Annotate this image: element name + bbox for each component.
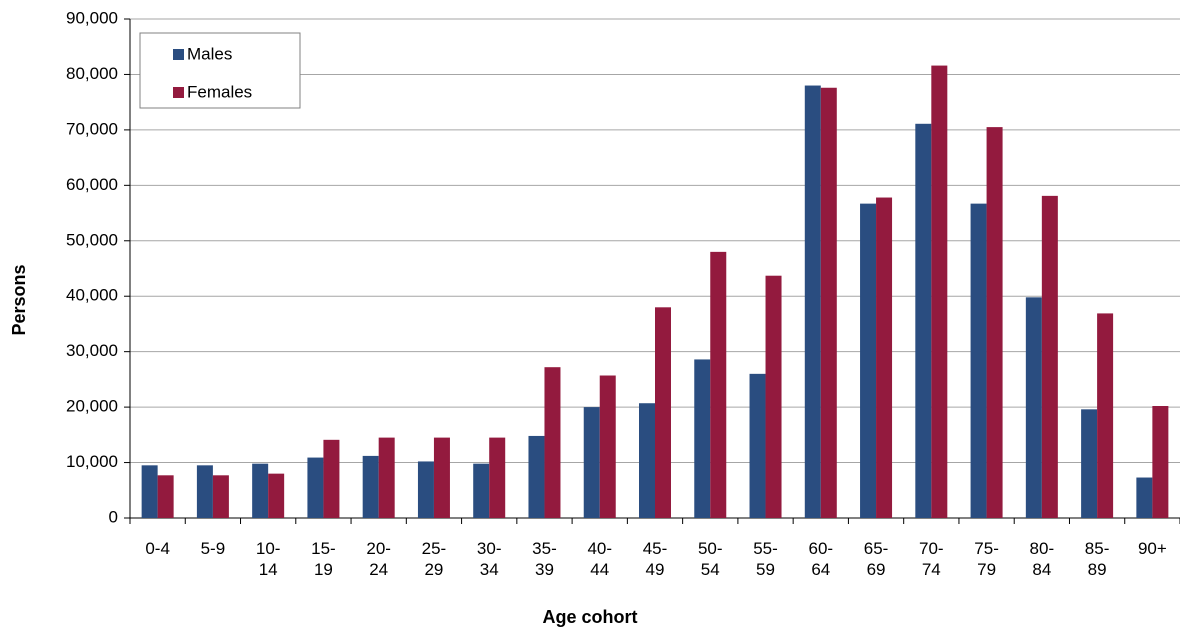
bar (268, 473, 285, 518)
bar (252, 463, 269, 518)
x-tick-label: 15- 19 (311, 539, 336, 579)
bar (804, 85, 821, 519)
x-tick-label: 85- 89 (1084, 539, 1110, 579)
x-tick-label: 60- 64 (808, 539, 834, 579)
bar (1041, 195, 1058, 518)
y-tick-label: 30,000 (66, 341, 118, 360)
x-tick-label: 90+ (1137, 539, 1167, 558)
x-tick-label: 20- 24 (366, 539, 391, 579)
bar (749, 373, 766, 518)
x-tick-label: 5-9 (200, 539, 226, 558)
bar (599, 375, 616, 518)
y-tick-label: 80,000 (66, 64, 118, 83)
y-tick-label: 60,000 (66, 175, 118, 194)
bar (655, 307, 671, 518)
bar (489, 437, 506, 518)
x-tick-label: 40- 44 (587, 539, 613, 579)
bar (378, 437, 395, 518)
bar (765, 275, 782, 518)
x-tick-label: 45- 49 (642, 539, 668, 579)
bar (915, 123, 932, 518)
bar (710, 251, 727, 518)
bar (639, 403, 655, 518)
bar (323, 439, 340, 518)
x-tick-label: 65- 69 (863, 539, 889, 579)
bar (694, 359, 711, 518)
bar (196, 465, 213, 518)
bar (473, 463, 490, 518)
y-tick-label: 20,000 (66, 397, 118, 416)
bar (931, 65, 948, 518)
bar (1025, 297, 1042, 518)
x-tick-label: 75- 79 (974, 539, 999, 579)
x-tick-label: 25- 29 (421, 539, 447, 579)
bar (544, 367, 561, 518)
x-tick-label: 70- 74 (919, 539, 944, 579)
x-tick-label: 10- 14 (255, 539, 281, 579)
bar (212, 475, 229, 518)
bar (1152, 406, 1169, 518)
bar (307, 457, 324, 518)
x-tick-label: 0-4 (145, 539, 170, 558)
y-tick-label: 70,000 (66, 119, 118, 138)
bar (528, 435, 545, 518)
bar (986, 127, 1003, 518)
bar (433, 437, 450, 518)
y-tick-label: 40,000 (66, 286, 118, 305)
bar (157, 475, 174, 518)
bar (583, 407, 600, 518)
x-tick-label: 35- 39 (532, 539, 557, 579)
x-tick-label: 50- 54 (697, 539, 723, 579)
legend-swatch (173, 49, 184, 60)
bar (141, 465, 158, 518)
x-axis-title: Age cohort (542, 607, 637, 627)
y-tick-label: 50,000 (66, 230, 118, 249)
y-tick-label: 10,000 (66, 452, 118, 471)
bar (820, 87, 837, 519)
y-tick-label: 90,000 (66, 8, 118, 27)
x-tick-label: 30- 34 (476, 539, 502, 579)
legend-box (139, 32, 301, 109)
legend-label: Females (187, 82, 252, 101)
bar (362, 455, 379, 518)
y-tick-label: 0 (109, 507, 118, 526)
bar (417, 461, 434, 518)
bar (1097, 313, 1114, 518)
bar (876, 197, 893, 518)
x-tick-label: 55- 59 (753, 539, 778, 579)
y-axis-title: Persons (9, 264, 29, 335)
x-tick-label: 80- 84 (1029, 539, 1055, 579)
bar (1081, 409, 1098, 518)
bar (970, 203, 987, 518)
legend-label: Males (187, 44, 232, 63)
bar (1136, 477, 1153, 518)
legend-swatch (173, 87, 184, 98)
bar (860, 203, 877, 518)
